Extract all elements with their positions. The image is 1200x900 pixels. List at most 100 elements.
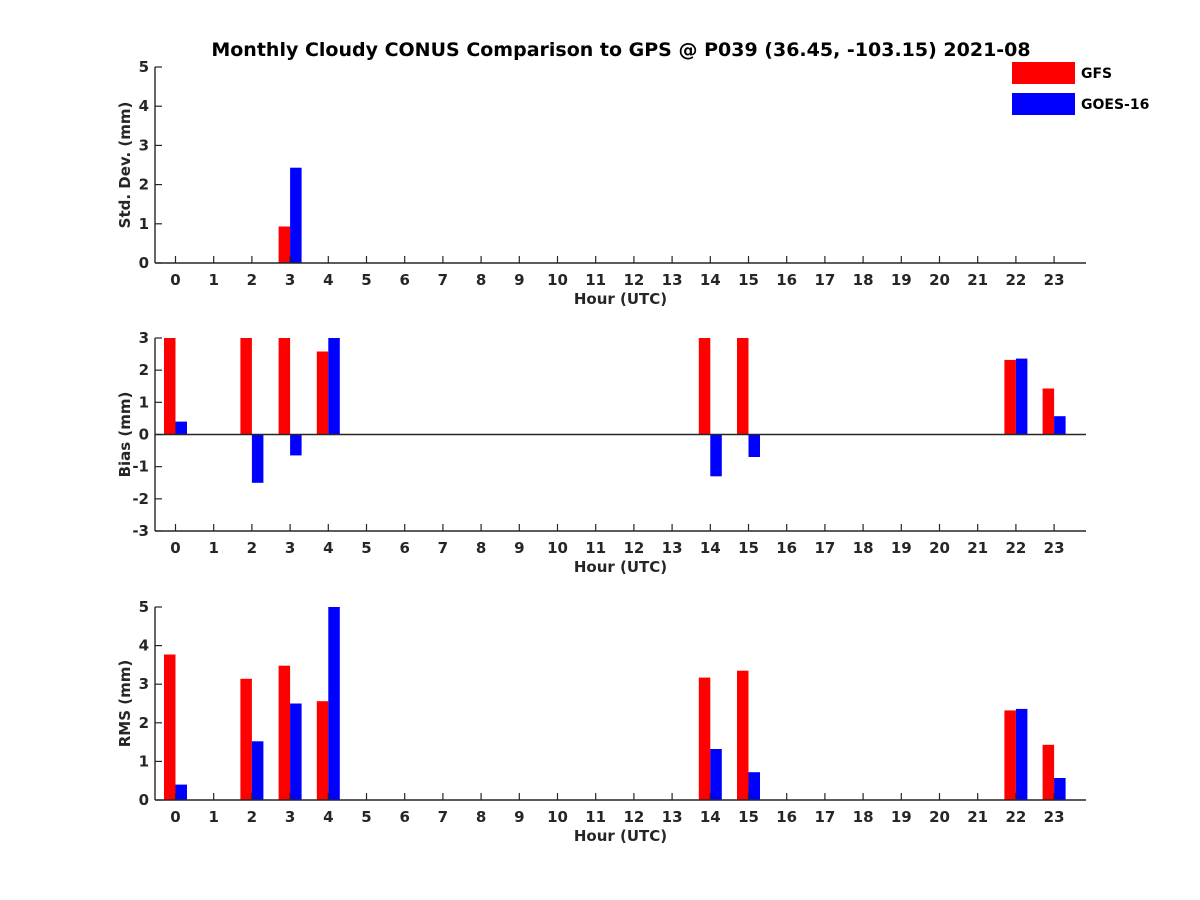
y-tick-label: 0 (139, 791, 149, 809)
bar-goes-16-hour-3 (290, 703, 302, 800)
bar-goes-16-hour-2 (251, 434, 264, 483)
chart-title: Monthly Cloudy CONUS Comparison to GPS @… (211, 39, 1030, 61)
y-tick-label: 4 (139, 97, 149, 115)
y-tick-label: 1 (139, 393, 149, 411)
y-tick-label: 5 (139, 598, 149, 616)
bar-goes-16-hour-14 (710, 749, 722, 800)
x-tick-label: 4 (323, 271, 333, 289)
x-tick-label: 9 (514, 808, 524, 826)
x-tick-label: 5 (361, 539, 371, 557)
x-tick-label: 14 (700, 808, 721, 826)
x-tick-label: 13 (662, 539, 683, 557)
bar-goes-16-hour-0 (175, 784, 187, 800)
bar-gfs-hour-15 (737, 338, 749, 435)
y-tick-label: 3 (139, 675, 149, 693)
x-tick-label: 12 (623, 539, 644, 557)
x-tick-label: 5 (361, 808, 371, 826)
bar-goes-16-hour-22 (1015, 708, 1028, 800)
x-axis-title: Hour (UTC) (574, 827, 667, 845)
x-tick-label: 1 (208, 271, 218, 289)
y-tick-label: 3 (139, 136, 149, 154)
x-tick-label: 12 (623, 808, 644, 826)
bar-gfs-hour-0 (164, 338, 176, 435)
x-tick-label: 18 (853, 539, 874, 557)
bar-goes-16-hour-3 (290, 167, 302, 263)
x-tick-label: 21 (967, 808, 988, 826)
legend-swatch-gfs (1012, 62, 1075, 84)
x-tick-label: 4 (323, 808, 333, 826)
bar-gfs-hour-4 (316, 351, 329, 435)
bar-gfs-hour-2 (240, 338, 252, 435)
x-tick-label: 2 (247, 808, 257, 826)
x-tick-label: 8 (476, 539, 486, 557)
x-tick-label: 2 (247, 271, 257, 289)
y-tick-label: 2 (139, 361, 149, 379)
x-tick-label: 17 (814, 808, 835, 826)
x-tick-label: 3 (285, 808, 295, 826)
x-tick-label: 16 (776, 271, 797, 289)
bar-goes-16-hour-14 (710, 434, 722, 477)
x-tick-label: 7 (438, 539, 448, 557)
x-tick-label: 6 (399, 271, 409, 289)
bar-goes-16-hour-15 (748, 772, 760, 800)
x-tick-label: 10 (547, 271, 568, 289)
legend-label: GFS (1081, 66, 1112, 82)
legend: GFS GOES-16 (1012, 62, 1149, 115)
legend-swatch-goes-16 (1012, 93, 1075, 115)
x-tick-label: 18 (853, 808, 874, 826)
x-tick-label: 21 (967, 271, 988, 289)
bar-goes-16-hour-15 (748, 434, 760, 457)
x-tick-label: 19 (891, 808, 912, 826)
y-tick-label: 4 (139, 637, 149, 655)
x-tick-label: 9 (514, 539, 524, 557)
y-tick-label: 0 (139, 254, 149, 272)
x-tick-label: 23 (1044, 539, 1065, 557)
bar-gfs-hour-14 (698, 338, 711, 435)
x-tick-label: 22 (1005, 271, 1026, 289)
x-tick-label: 7 (438, 808, 448, 826)
y-tick-label: 0 (139, 426, 149, 444)
y-tick-label: 5 (139, 58, 149, 76)
x-tick-label: 0 (170, 271, 180, 289)
x-tick-label: 15 (738, 539, 759, 557)
x-tick-label: 10 (547, 808, 568, 826)
bar-gfs-hour-23 (1042, 744, 1055, 800)
bar-gfs-hour-3 (278, 226, 291, 263)
bar-goes-16-hour-0 (175, 421, 187, 435)
x-tick-label: 11 (585, 808, 606, 826)
y-axis-title: Std. Dev. (mm) (116, 102, 134, 229)
x-tick-label: 20 (929, 271, 950, 289)
x-tick-label: 0 (170, 808, 180, 826)
x-tick-label: 18 (853, 271, 874, 289)
x-axis-title: Hour (UTC) (574, 290, 667, 308)
x-tick-label: 2 (247, 539, 257, 557)
y-tick-label: 2 (139, 176, 149, 194)
x-tick-label: 16 (776, 539, 797, 557)
x-tick-label: 22 (1005, 808, 1026, 826)
y-axis-title: Bias (mm) (116, 392, 134, 478)
x-tick-label: 8 (476, 808, 486, 826)
bar-goes-16-hour-23 (1054, 416, 1066, 435)
x-tick-label: 17 (814, 271, 835, 289)
bar-gfs-hour-3 (278, 338, 291, 435)
bar-gfs-hour-4 (316, 701, 329, 800)
bar-goes-16-hour-22 (1015, 358, 1028, 435)
bar-gfs-hour-2 (240, 678, 252, 800)
y-tick-label: 1 (139, 215, 149, 233)
y-axis-title: RMS (mm) (116, 660, 134, 747)
x-tick-label: 0 (170, 539, 180, 557)
x-tick-label: 15 (738, 808, 759, 826)
x-tick-label: 19 (891, 539, 912, 557)
bar-gfs-hour-23 (1042, 388, 1055, 435)
x-tick-label: 3 (285, 539, 295, 557)
x-tick-label: 17 (814, 539, 835, 557)
y-tick-label: -3 (132, 522, 149, 540)
x-tick-label: 15 (738, 271, 759, 289)
x-tick-label: 10 (547, 539, 568, 557)
x-tick-label: 23 (1044, 808, 1065, 826)
x-tick-label: 1 (208, 539, 218, 557)
